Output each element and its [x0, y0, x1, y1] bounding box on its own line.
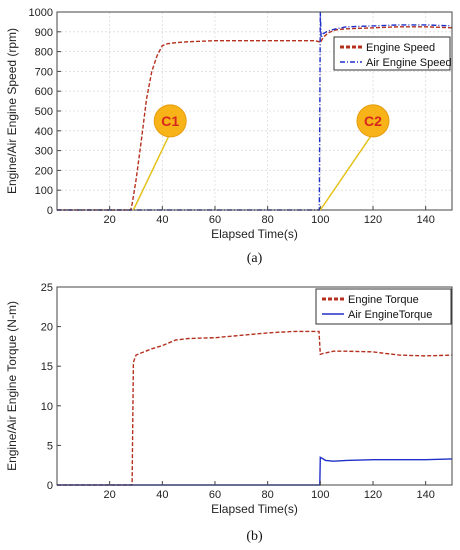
legend-label: Engine Torque [348, 294, 419, 306]
legend-label: Engine Speed [366, 42, 435, 54]
legend: Engine Speed Air Engine Speed [333, 36, 452, 71]
x-tick-label: 120 [364, 214, 382, 226]
y-tick-label: 10 [41, 401, 53, 413]
legend-box [333, 36, 451, 71]
series-line-2 [57, 11, 453, 211]
legend-box [315, 288, 452, 325]
y-tick-label: 1000 [29, 7, 53, 19]
x-tick-label: 40 [156, 214, 168, 226]
y-tick-label: 700 [35, 66, 53, 78]
torque-chart: 20 40 60 80 100 120 140 0 5 10 15 20 25 Elapsed Time(… [5, 282, 453, 544]
figure-caption: (a) [247, 251, 263, 266]
y-tick-label: 900 [35, 27, 53, 39]
legend-label: Air EngineTorque [348, 309, 432, 321]
y-tick-label: 0 [47, 205, 53, 217]
legend: Engine Torque Air EngineTorque [315, 288, 452, 325]
x-tick-label: 120 [364, 489, 382, 501]
x-tick-label: 20 [104, 214, 116, 226]
callout-circle [356, 104, 390, 138]
x-tick-label: 140 [416, 489, 434, 501]
callout-label: C1 [161, 113, 179, 129]
x-axis-label: Elapsed Time(s) [211, 227, 298, 241]
x-tick-label: 100 [311, 214, 329, 226]
x-tick-label: 60 [209, 214, 221, 226]
y-tick-label: 800 [35, 47, 53, 59]
series-line-1 [57, 26, 453, 211]
y-tick-label: 25 [41, 282, 53, 294]
x-axis-label: Elapsed Time(s) [211, 502, 298, 516]
figure-caption: (b) [246, 529, 263, 544]
y-axis-label: Engine/Air Engine Torque (N-m) [5, 301, 19, 471]
y-tick-label: 500 [35, 106, 53, 118]
y-axis-label: Engine/Air Engine Speed (rpm) [5, 28, 19, 194]
y-tick-label: 600 [35, 86, 53, 98]
y-tick-label: 100 [35, 185, 53, 197]
x-tick-label: 140 [416, 214, 434, 226]
y-tick-label: 5 [47, 440, 53, 452]
callout-label: C2 [364, 113, 382, 129]
y-tick-label: 400 [35, 126, 53, 138]
x-tick-label: 100 [311, 489, 329, 501]
y-tick-label: 15 [41, 361, 53, 373]
speed-chart: 20 40 60 80 100 120 140 0 100 200 300 400 500 600 700 8… [5, 7, 453, 266]
callout-circle [153, 104, 187, 138]
series-line-2 [57, 456, 453, 486]
y-tick-label: 300 [35, 146, 53, 158]
callout-leader-line [319, 132, 374, 211]
callout-leader-line [132, 132, 171, 211]
x-tick-label: 80 [262, 489, 274, 501]
y-tick-label: 20 [41, 322, 53, 334]
x-tick-label: 60 [209, 489, 221, 501]
x-tick-label: 20 [104, 489, 116, 501]
y-tick-label: 200 [35, 165, 53, 177]
series-line-1 [57, 330, 453, 486]
y-tick-label: 0 [47, 480, 53, 492]
x-tick-label: 80 [262, 214, 274, 226]
axes-frame [56, 286, 453, 486]
x-tick-label: 40 [156, 489, 168, 501]
legend-label: Air Engine Speed [366, 57, 452, 69]
